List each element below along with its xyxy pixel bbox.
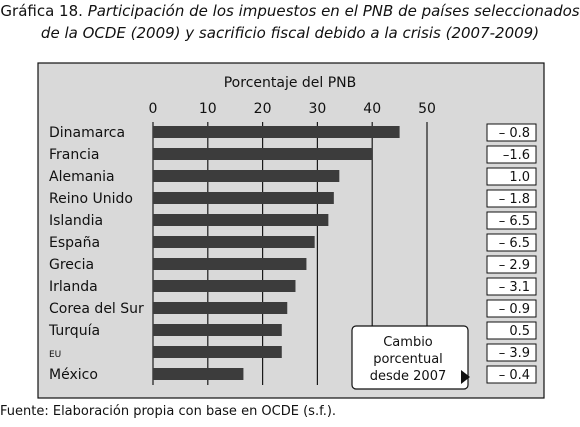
change-value: –1.6 — [503, 148, 530, 163]
category-label: Francia — [49, 147, 99, 163]
bar — [153, 126, 400, 138]
change-value: 0.5 — [509, 324, 530, 339]
change-value: – 2.9 — [499, 258, 530, 273]
x-tick-label: 10 — [199, 101, 217, 117]
figure-number: Gráfica 18. — [0, 2, 83, 20]
bar — [153, 148, 373, 160]
bar — [153, 258, 307, 270]
change-box — [486, 233, 537, 252]
category-label: Grecia — [49, 257, 94, 273]
change-value: – 0.9 — [499, 302, 530, 317]
change-value: – 6.5 — [499, 236, 530, 251]
change-note-line: Cambio — [383, 335, 433, 350]
change-box — [486, 343, 537, 362]
title-line-1: Gráfica 18. Participación de los impuest… — [0, 0, 580, 22]
axis-title: Porcentaje del PNB — [224, 75, 357, 91]
category-label: Islandia — [49, 213, 103, 229]
source-note: Fuente: Elaboración propia con base en O… — [0, 404, 337, 419]
bar — [153, 280, 296, 292]
change-value: – 3.1 — [499, 280, 530, 295]
bar — [153, 236, 315, 248]
change-value: – 6.5 — [499, 214, 530, 229]
change-box — [486, 167, 537, 186]
x-tick-label: 40 — [363, 101, 381, 117]
change-note-line: porcentual — [373, 352, 443, 367]
x-tick-label: 30 — [308, 101, 326, 117]
category-label: España — [49, 235, 100, 251]
x-tick-label: 50 — [418, 101, 436, 117]
change-value: 1.0 — [509, 170, 530, 185]
change-value: – 3.9 — [499, 346, 530, 361]
change-box — [486, 211, 537, 230]
category-label: EU — [49, 350, 61, 360]
bar — [153, 302, 288, 314]
change-box — [486, 145, 537, 164]
category-label: Corea del Sur — [49, 301, 144, 317]
title-text-line-1: Participación de los impuestos en el PNB… — [87, 2, 580, 20]
bar — [153, 170, 340, 182]
category-label: Dinamarca — [49, 125, 125, 141]
category-label: Reino Unido — [49, 191, 133, 207]
change-note-arrow — [461, 370, 470, 384]
change-box — [486, 189, 537, 208]
change-box — [486, 299, 537, 318]
change-box — [486, 365, 537, 384]
change-note-line: desde 2007 — [370, 369, 447, 384]
bar — [153, 324, 282, 336]
change-note-box — [351, 325, 469, 390]
bar — [153, 368, 244, 380]
change-value: – 1.8 — [499, 192, 530, 207]
x-tick-label: 20 — [254, 101, 272, 117]
category-label: Alemania — [49, 169, 115, 185]
change-box — [486, 255, 537, 274]
change-box — [486, 321, 537, 340]
title-text-line-2: de la OCDE (2009) y sacrificio fiscal de… — [40, 24, 540, 42]
category-label: México — [49, 367, 98, 383]
bar — [153, 192, 334, 204]
category-label: Turquía — [48, 323, 100, 339]
bar — [153, 214, 329, 226]
change-box — [486, 123, 537, 142]
change-value: – 0.8 — [499, 126, 530, 141]
x-tick-label: 0 — [149, 101, 158, 117]
bar — [153, 346, 282, 358]
change-value: – 0.4 — [499, 368, 530, 383]
change-box — [486, 277, 537, 296]
category-label: Irlanda — [49, 279, 98, 295]
chart-title-block: Gráfica 18. Participación de los impuest… — [0, 0, 580, 44]
